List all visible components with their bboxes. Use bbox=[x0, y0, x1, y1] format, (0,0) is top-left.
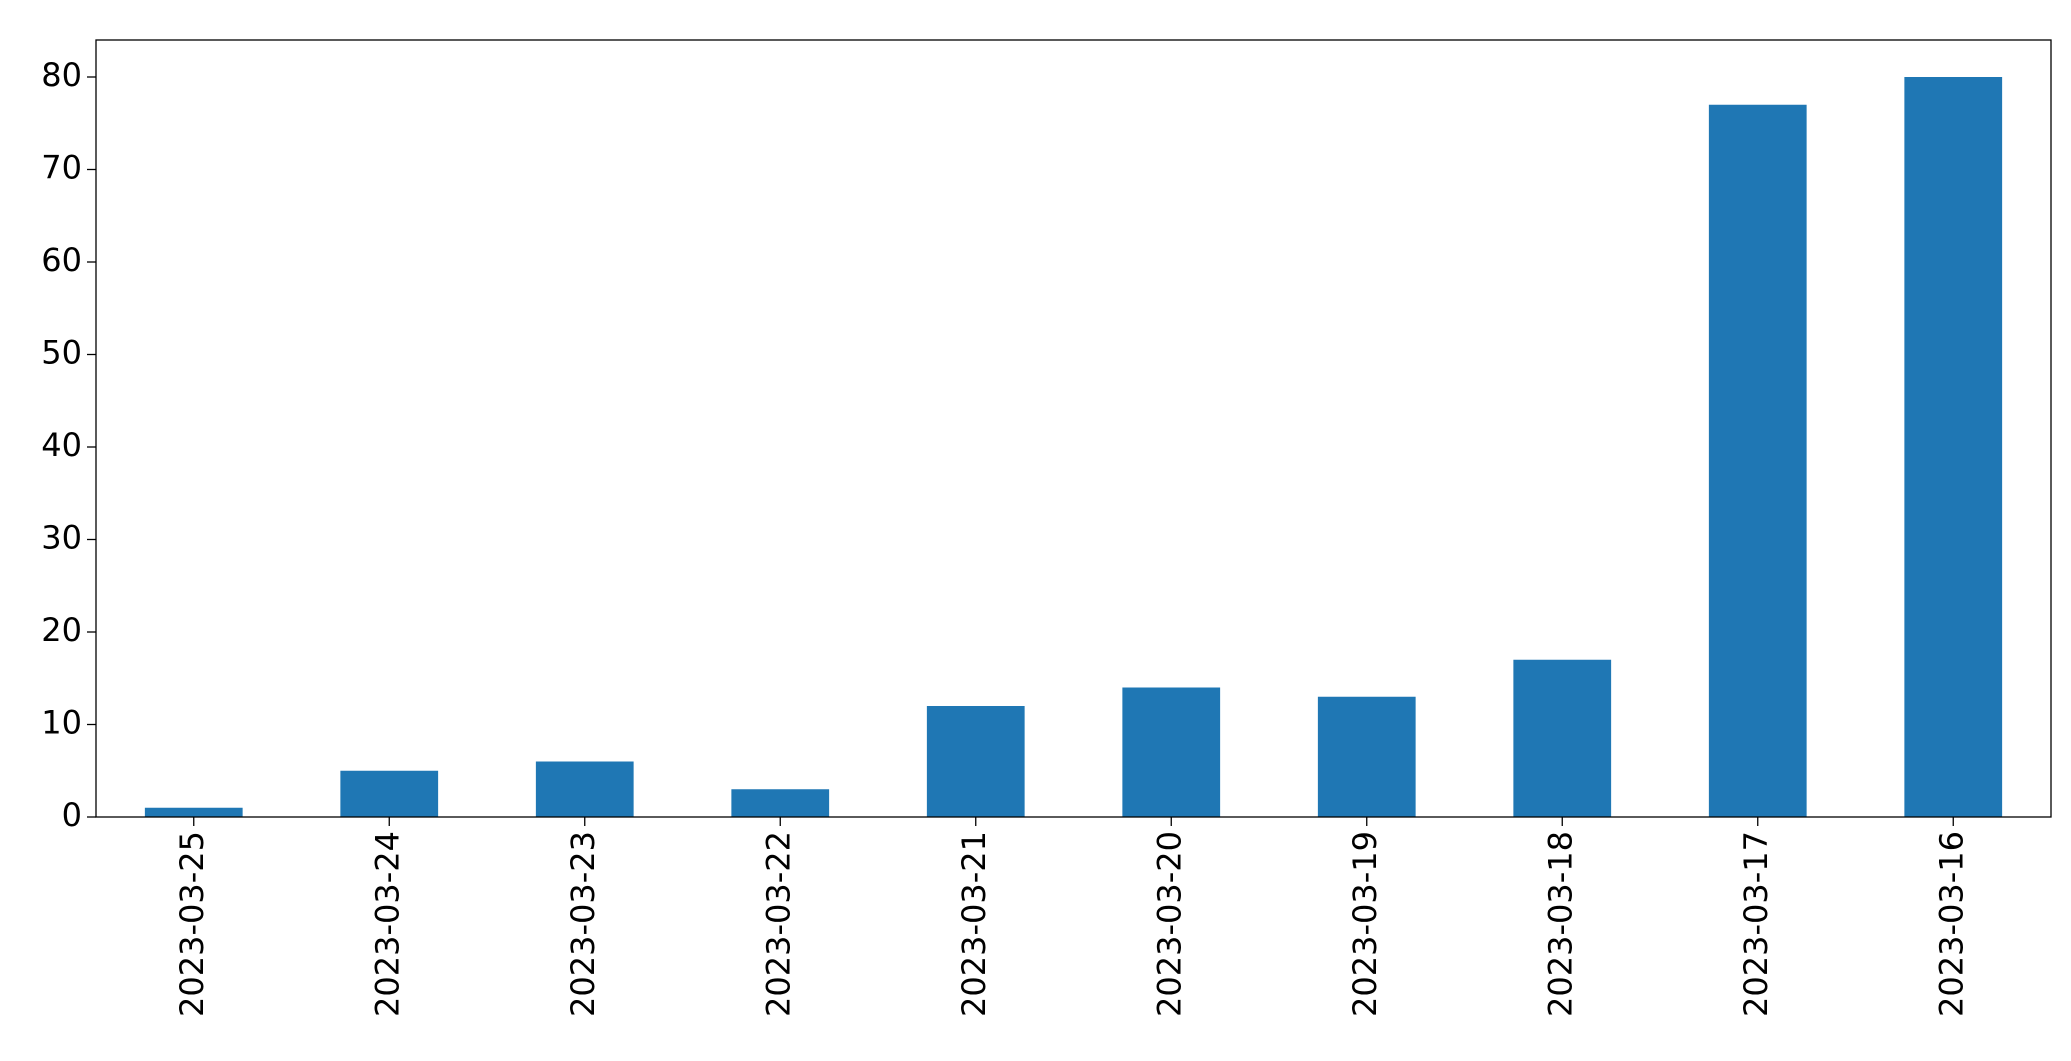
bar bbox=[340, 770, 439, 817]
y-tick-label: 40 bbox=[41, 426, 82, 464]
x-tick-label: 2023-03-19 bbox=[1346, 831, 1384, 1017]
y-tick-label: 70 bbox=[41, 149, 82, 187]
y-tick-label: 60 bbox=[41, 241, 82, 279]
bar bbox=[1904, 77, 2003, 817]
x-tick-label: 2023-03-23 bbox=[564, 831, 602, 1017]
x-tick-label: 2023-03-17 bbox=[1737, 831, 1775, 1017]
bar bbox=[1317, 696, 1416, 817]
bar bbox=[1708, 104, 1807, 817]
y-tick-label: 50 bbox=[41, 334, 82, 372]
y-tick-label: 0 bbox=[62, 796, 82, 834]
bar bbox=[926, 706, 1025, 817]
y-tick-label: 20 bbox=[41, 611, 82, 649]
bar bbox=[1122, 687, 1221, 817]
x-tick-label: 2023-03-22 bbox=[759, 831, 797, 1017]
plot-frame bbox=[95, 39, 2052, 818]
x-tick-label: 2023-03-20 bbox=[1150, 831, 1188, 1017]
y-tick-label: 30 bbox=[41, 519, 82, 557]
bar bbox=[1513, 659, 1612, 817]
y-tick-label: 80 bbox=[41, 56, 82, 94]
x-tick-label: 2023-03-21 bbox=[955, 831, 993, 1017]
bar bbox=[144, 807, 243, 817]
x-tick-label: 2023-03-25 bbox=[173, 831, 211, 1017]
x-tick-label: 2023-03-24 bbox=[368, 831, 406, 1017]
y-tick-label: 10 bbox=[41, 704, 82, 742]
bar bbox=[535, 761, 634, 817]
bar bbox=[731, 789, 830, 817]
x-tick-label: 2023-03-18 bbox=[1541, 831, 1579, 1017]
x-tick-label: 2023-03-16 bbox=[1932, 831, 1970, 1017]
